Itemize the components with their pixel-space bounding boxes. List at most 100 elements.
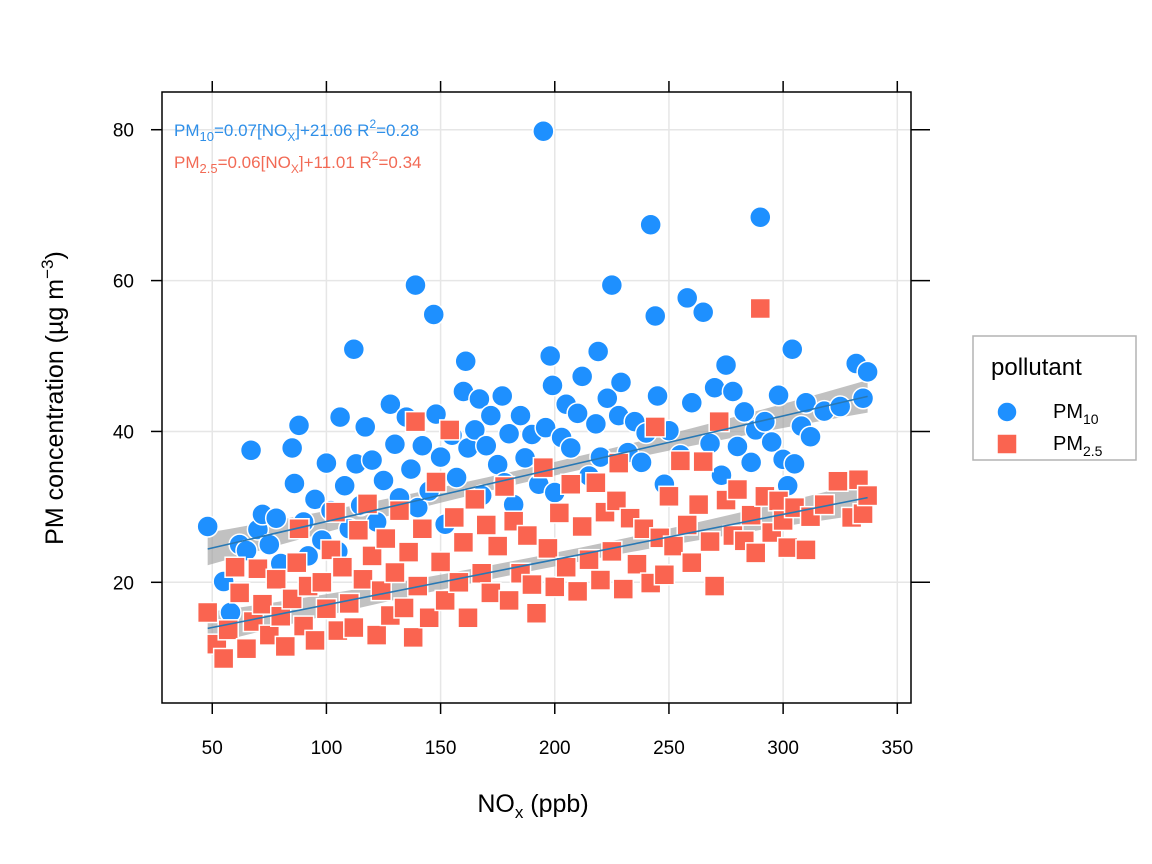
point-PM10-42 <box>429 445 452 469</box>
point-PM2.5-9 <box>251 593 274 615</box>
point-PM2.5-57 <box>486 535 509 557</box>
point-PM2.5-29 <box>352 568 374 591</box>
point-PM2.5-33 <box>370 579 392 602</box>
point-PM10-72 <box>570 365 594 388</box>
point-PM2.5-43 <box>411 518 434 540</box>
point-PM10-5 <box>239 439 263 462</box>
x-tick-label-50: 50 <box>202 738 223 759</box>
point-PM10-38 <box>411 434 434 458</box>
point-PM10-30 <box>372 469 395 492</box>
point-PM10-55 <box>490 384 514 408</box>
point-PM2.5-56 <box>480 582 502 604</box>
point-PM10-47 <box>454 350 477 373</box>
point-PM2.5-47 <box>434 589 456 612</box>
point-PM2.5-53 <box>464 488 486 511</box>
y-tick-label-60: 60 <box>113 272 134 293</box>
point-PM2.5-72 <box>571 515 593 538</box>
legend-marker-pm25 <box>996 433 1018 455</box>
legend-title: pollutant <box>991 354 1082 381</box>
point-PM10-50 <box>468 387 491 411</box>
point-PM10-113 <box>799 425 822 448</box>
point-PM10-27 <box>353 415 377 439</box>
point-PM2.5-15 <box>285 551 308 574</box>
point-PM2.5-28 <box>347 519 370 542</box>
point-PM10-59 <box>509 404 532 427</box>
point-PM10-77 <box>596 387 619 410</box>
point-PM10-8 <box>258 533 281 556</box>
point-PM2.5-59 <box>498 589 520 612</box>
legend-label-pm10: PM10 <box>1053 401 1099 427</box>
point-PM10-98 <box>721 380 745 403</box>
point-PM10-31 <box>379 393 402 416</box>
point-PM10-118 <box>856 360 879 384</box>
point-PM10-101 <box>739 451 763 474</box>
point-PM10-103 <box>749 205 772 229</box>
point-PM2.5-64 <box>525 602 548 624</box>
legend-marker-pm10 <box>996 401 1018 423</box>
point-PM10-65 <box>538 344 562 368</box>
point-PM2.5-44 <box>418 607 440 629</box>
point-PM2.5-104 <box>749 297 772 320</box>
point-PM2.5-109 <box>776 536 799 559</box>
point-PM2.5-68 <box>548 502 571 524</box>
point-PM2.5-51 <box>452 531 475 554</box>
point-PM10-52 <box>475 434 498 458</box>
point-PM2.5-92 <box>681 551 703 574</box>
point-PM2.5-70 <box>560 473 582 495</box>
point-PM2.5-103 <box>744 542 767 564</box>
annotation-PM25: PM2.5=0.06[NOX]+11.01 R2=0.34 <box>174 149 421 176</box>
plot-panel-border <box>161 91 912 704</box>
point-PM10-13 <box>287 414 311 437</box>
y-tick-label-20: 20 <box>113 573 134 594</box>
x-tick-label-350: 350 <box>881 738 913 759</box>
point-PM2.5-31 <box>361 545 383 567</box>
point-PM10-87 <box>646 384 669 408</box>
point-PM2.5-80 <box>612 578 635 600</box>
point-PM2.5-75 <box>589 569 612 591</box>
point-PM2.5-96 <box>703 575 726 597</box>
point-PM10-117 <box>851 387 875 410</box>
point-PM10-97 <box>714 353 738 377</box>
point-PM10-94 <box>698 432 722 455</box>
point-PM10-78 <box>600 273 624 297</box>
point-PM2.5-4 <box>224 556 246 578</box>
point-PM10-71 <box>566 402 589 425</box>
point-PM2.5-26 <box>338 592 360 615</box>
point-PM10-49 <box>463 418 487 442</box>
point-PM2.5-14 <box>281 588 303 610</box>
point-PM2.5-6 <box>235 637 258 660</box>
point-PM2.5-32 <box>365 624 388 646</box>
point-PM10-12 <box>283 472 306 495</box>
point-PM10-11 <box>280 436 304 460</box>
point-PM10-74 <box>584 412 608 436</box>
point-PM2.5-93 <box>687 493 710 516</box>
point-PM10-91 <box>675 286 699 310</box>
point-PM10-80 <box>609 371 633 394</box>
point-PM10-24 <box>342 337 366 361</box>
point-PM2.5-73 <box>578 548 600 571</box>
point-PM2.5-67 <box>544 576 566 598</box>
point-PM10-75 <box>586 340 610 363</box>
point-PM10-9 <box>264 506 288 530</box>
point-PM10-35 <box>399 457 423 481</box>
point-PM2.5-36 <box>384 561 406 584</box>
point-PM10-100 <box>733 400 756 424</box>
point-PM10-32 <box>383 433 407 456</box>
point-PM2.5-69 <box>555 556 577 578</box>
point-PM10-85 <box>639 213 662 237</box>
point-PM2.5-48 <box>438 419 461 441</box>
point-PM10-28 <box>360 448 384 472</box>
point-PM2.5-66 <box>537 537 559 560</box>
point-PM2.5-27 <box>343 616 365 639</box>
point-PM2.5-20 <box>311 571 333 594</box>
point-PM10-86 <box>643 304 667 328</box>
point-PM10-53 <box>479 404 503 427</box>
point-PM2.5-5 <box>228 582 251 604</box>
annotation-PM10: PM10=0.07[NOX]+21.06 R2=0.28 <box>174 117 419 144</box>
x-tick-label-100: 100 <box>311 738 343 759</box>
point-PM2.5-88 <box>658 485 680 508</box>
point-PM2.5-52 <box>457 607 479 629</box>
point-PM2.5-41 <box>404 410 427 433</box>
point-PM10-95 <box>703 376 726 399</box>
